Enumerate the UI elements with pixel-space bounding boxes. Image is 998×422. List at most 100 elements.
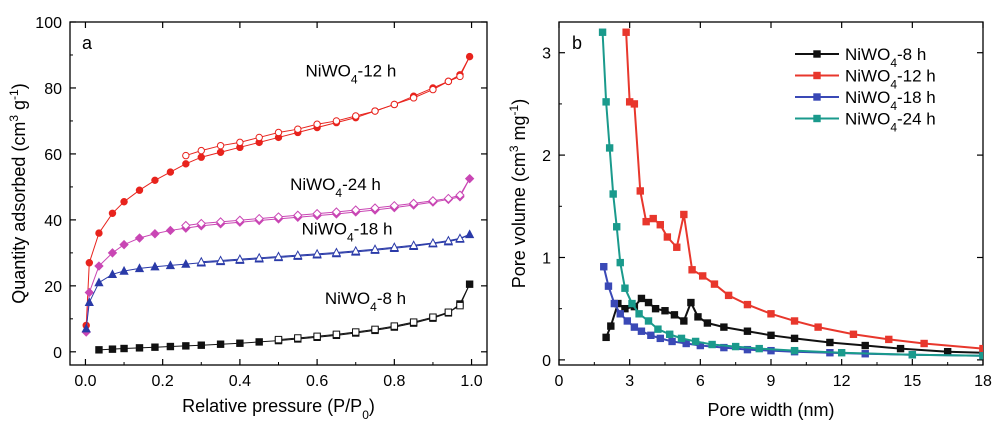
adsorption-point	[165, 225, 176, 236]
data-point	[644, 317, 653, 325]
data-point	[677, 334, 686, 343]
desorption-point	[215, 217, 226, 227]
adsorption-point	[94, 277, 104, 287]
desorption-point	[455, 190, 465, 200]
legend-label: NiWO4-24 h	[845, 110, 936, 135]
desorption-point	[254, 213, 264, 224]
data-point	[680, 317, 688, 325]
adsorption-point	[216, 340, 225, 348]
series-NiWO4-12 h	[622, 28, 983, 353]
desorption-point	[273, 212, 284, 222]
data-point	[630, 100, 639, 108]
panel-label: b	[572, 33, 582, 53]
data-point	[698, 272, 707, 280]
data-point	[630, 323, 639, 331]
adsorption-point	[108, 345, 117, 353]
y-tick-label: 100	[35, 15, 62, 32]
data-point	[885, 335, 893, 344]
adsorption-point	[95, 346, 103, 354]
desorption-point	[235, 215, 245, 225]
desorption-point	[389, 242, 399, 251]
x-axis-title: Relative pressure (P/P0)	[182, 396, 375, 422]
y-tick-label: 40	[44, 213, 62, 230]
series-label: NiWO4-18 h	[302, 220, 393, 245]
x-tick-label: 6	[696, 373, 705, 390]
x-tick-label: 3	[625, 373, 634, 390]
desorption-point	[428, 237, 438, 247]
series-NiWO4-18 h	[81, 229, 475, 333]
data-point	[908, 351, 917, 359]
legend-label: NiWO4-18 h	[845, 88, 936, 113]
data-point	[720, 343, 728, 352]
data-point	[687, 298, 695, 307]
data-point	[790, 346, 799, 355]
data-point	[642, 217, 650, 226]
data-point	[790, 317, 799, 325]
data-point	[731, 342, 740, 351]
adsorption-point	[134, 263, 145, 273]
adsorption-point	[135, 186, 144, 194]
desorption-point	[181, 220, 191, 231]
x-tick-label: 0.8	[383, 373, 405, 390]
data-point	[635, 310, 643, 318]
data-point	[743, 327, 752, 335]
data-point	[628, 299, 636, 308]
legend-item: NiWO4-8 h	[795, 45, 926, 70]
data-point	[647, 331, 655, 340]
data-point	[861, 341, 869, 350]
adsorption-point	[166, 342, 175, 351]
desorption-point	[215, 255, 226, 265]
plot-area	[598, 28, 983, 360]
legend-label: NiWO4-12 h	[845, 67, 936, 92]
adsorption-point	[108, 209, 117, 217]
desorption-point	[444, 77, 453, 86]
y-tick-label: 3	[542, 46, 551, 63]
data-point	[724, 291, 733, 300]
desorption-point	[443, 193, 454, 204]
x-tick-label: 0.0	[74, 373, 96, 390]
data-point	[637, 327, 646, 335]
series-label: NiWO4-24 h	[290, 175, 381, 200]
desorption-point	[294, 125, 302, 133]
desorption-point	[182, 151, 190, 160]
y-axis-title: Pore volume (cm3 mg-1)	[507, 99, 529, 288]
adsorption-point	[236, 339, 244, 347]
adsorption-point	[151, 343, 159, 351]
data-point	[743, 345, 752, 354]
desorption-point	[196, 256, 206, 266]
data-point	[767, 310, 775, 318]
series-NiWO4-24 h	[598, 28, 983, 360]
desorption-point	[255, 133, 263, 142]
desorption-point	[313, 332, 321, 341]
desorption-point	[332, 330, 341, 339]
desorption-point	[332, 117, 341, 125]
y-axis-title: Quantity adsorbed (cm3 g-1)	[7, 83, 29, 303]
adsorption-point	[95, 229, 103, 237]
desorption-point	[456, 301, 464, 310]
desorption-point	[331, 207, 342, 217]
desorption-point	[312, 208, 322, 219]
data-point	[656, 334, 664, 343]
desorption-point	[390, 100, 399, 109]
series-NiWO4-12 h	[82, 52, 474, 330]
desorption-point	[409, 318, 418, 326]
x-tick-label: 15	[903, 373, 921, 390]
legend-item: NiWO4-12 h	[795, 67, 936, 92]
x-tick-label: 0.4	[229, 373, 251, 390]
x-tick-label: 9	[767, 373, 776, 390]
desorption-point	[197, 146, 205, 155]
data-point	[743, 300, 752, 309]
desorption-point	[351, 205, 361, 215]
adsorption-point	[85, 259, 94, 267]
desorption-point	[273, 251, 284, 261]
data-point	[826, 338, 834, 347]
data-point	[703, 319, 712, 327]
data-point	[663, 233, 672, 241]
data-point	[979, 352, 983, 360]
desorption-point	[274, 335, 283, 344]
adsorption-point	[464, 173, 475, 184]
adsorption-point	[84, 287, 95, 298]
data-point	[600, 263, 608, 271]
